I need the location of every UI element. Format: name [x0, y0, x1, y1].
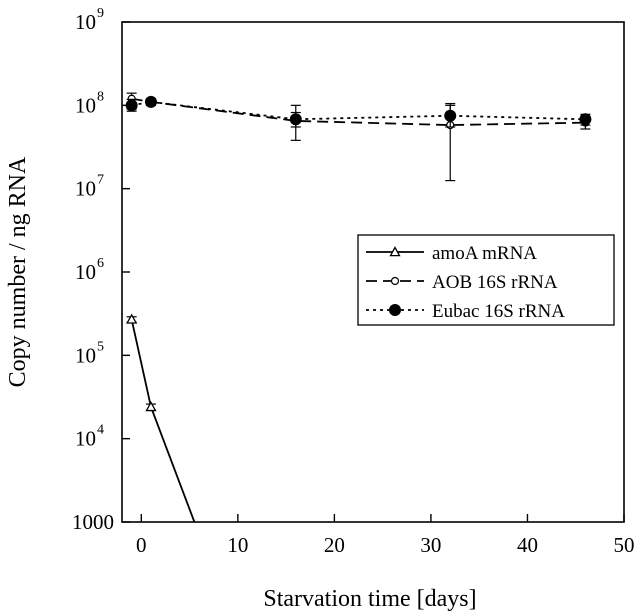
- y-tick-exponent: 5: [97, 339, 104, 354]
- x-tick-label: 30: [420, 533, 441, 557]
- legend-label: Eubac 16S rRNA: [432, 301, 565, 322]
- y-tick-label: 10: [75, 260, 96, 284]
- data-point: [144, 95, 157, 108]
- y-tick-exponent: 4: [97, 423, 104, 438]
- data-point: [126, 313, 138, 324]
- y-tick-label: 10: [75, 93, 96, 117]
- data-point: [289, 113, 302, 126]
- x-axis-title: Starvation time [days]: [263, 586, 476, 612]
- x-tick-label: 0: [136, 533, 147, 557]
- y-tick-exponent: 9: [97, 6, 104, 21]
- x-tick-label: 10: [227, 533, 248, 557]
- data-point: [579, 113, 592, 126]
- x-tick-label: 20: [324, 533, 345, 557]
- y-tick-label: 10: [75, 10, 96, 34]
- y-tick-label: 10: [75, 427, 96, 451]
- y-axis-title: Copy number / ng RNA: [5, 156, 31, 387]
- series-line: [130, 319, 196, 522]
- x-axis: 0 10 20 30 40 50: [136, 514, 635, 557]
- legend-marker: [390, 276, 400, 286]
- series-line: [131, 100, 586, 121]
- y-tick-label: 10: [75, 343, 96, 367]
- series-2: [125, 95, 592, 128]
- data-point: [145, 401, 157, 412]
- series-1: [126, 92, 591, 182]
- x-tick-label: 40: [517, 533, 538, 557]
- data-point: [125, 99, 138, 112]
- legend-label: AOB 16S rRNA: [432, 272, 558, 293]
- series-line: [131, 97, 586, 126]
- x-tick-label: 50: [614, 533, 635, 557]
- legend-marker: [389, 246, 401, 257]
- series-0: [126, 313, 196, 522]
- legend-marker: [389, 304, 401, 316]
- data-point: [444, 109, 457, 122]
- y-tick-label: 10: [75, 177, 96, 201]
- series-layer: [125, 92, 592, 522]
- legend-label: amoA mRNA: [432, 243, 537, 264]
- y-tick-exponent: 7: [97, 173, 104, 188]
- y-tick-exponent: 6: [97, 256, 104, 271]
- legend: amoA mRNA AOB 16S rRNA Eubac 16S rRNA: [357, 234, 615, 326]
- y-tick-label: 1000: [72, 510, 114, 534]
- y-tick-exponent: 8: [97, 89, 104, 104]
